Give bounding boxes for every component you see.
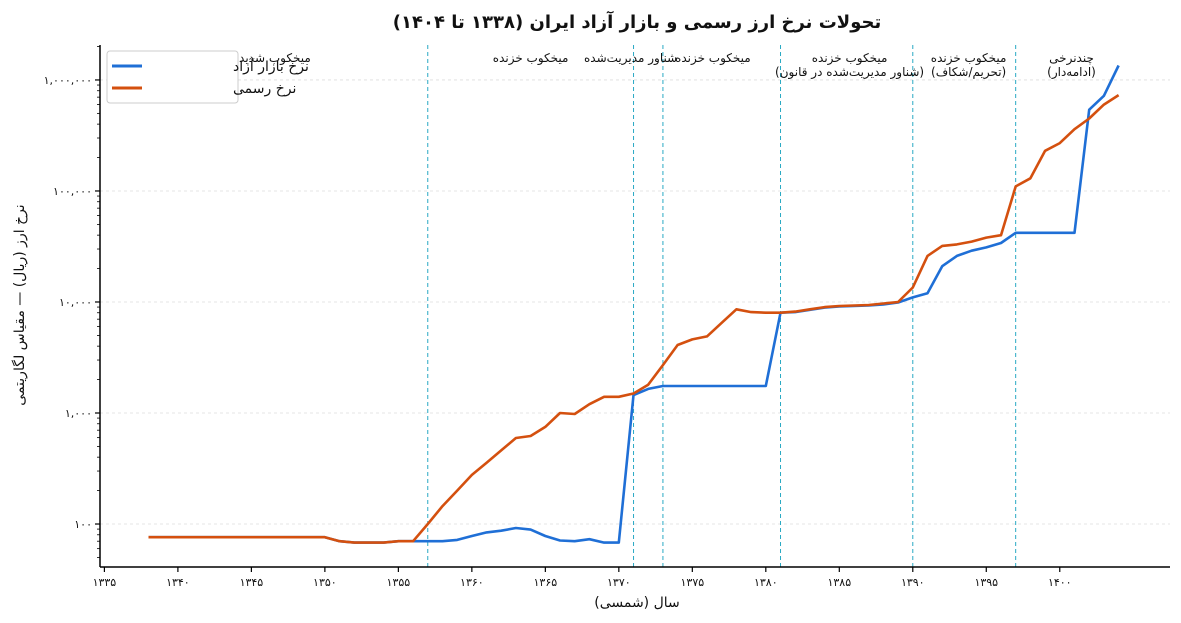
legend-label-official: نرخ رسمی [233, 81, 296, 97]
x-tick-label: ۱۳۸۰ [754, 576, 778, 589]
y-tick-label: ۱,۰۰۰,۰۰۰ [44, 74, 92, 87]
x-tick-label: ۱۳۳۵ [93, 576, 117, 589]
x-tick-label: ۱۳۸۵ [827, 576, 851, 589]
x-tick-label: ۱۳۹۰ [901, 576, 925, 589]
regime-annotation: میخکوب خزنده [493, 51, 569, 66]
x-tick-label: ۱۳۵۵ [387, 576, 411, 589]
regime-annotation: (شناور مدیریت‌شده در قانون) [775, 65, 924, 80]
x-tick-label: ۱۴۰۰ [1048, 576, 1072, 589]
y-tick-label: ۱۰۰,۰۰۰ [53, 185, 92, 198]
regime-annotation: میخکوب خزنده [675, 51, 751, 66]
chart-title: تحولات نرخ ارز رسمی و بازار آزاد ایران (… [393, 10, 881, 33]
x-tick-label: ۱۳۵۰ [313, 576, 337, 589]
legend: نرخ بازار آزاد نرخ رسمی [106, 50, 309, 104]
regime-annotation: (ادامه‌دار) [1047, 65, 1096, 80]
x-axis-label: سال (شمسی) [594, 595, 680, 611]
x-tick-label: ۱۳۶۵ [534, 576, 558, 589]
regime-annotation: چندنرخی [1049, 51, 1094, 66]
legend-box [106, 50, 239, 104]
regime-annotation: میخکوب خزنده [931, 51, 1007, 66]
regime-annotation: میخکوب شدید [239, 51, 311, 66]
official-rate-line [148, 94, 1120, 544]
y-tick-label: ۱۰,۰۰۰ [59, 296, 92, 309]
x-tick-label: ۱۳۶۰ [460, 576, 484, 589]
y-axis-label: نرخ ارز (ریال) — مقیاس لگاریتمی [11, 204, 28, 405]
x-tick-label: ۱۳۷۵ [681, 576, 705, 589]
y-tick-label: ۱۰۰ [74, 518, 92, 531]
x-tick-label: ۱۳۷۰ [607, 576, 631, 589]
y-tick-label: ۱,۰۰۰ [65, 407, 92, 420]
regime-annotation: شناور مدیریت‌شده [584, 51, 677, 66]
legend-label-free-market: نرخ بازار آزاد [233, 58, 309, 75]
x-tick-label: ۱۳۴۰ [166, 576, 190, 589]
x-tick-label: ۱۳۴۵ [240, 576, 264, 589]
regime-annotation: میخکوب خزنده [812, 51, 888, 66]
x-tick-label: ۱۳۹۵ [974, 576, 998, 589]
regime-annotation: (تحریم/شکاف) [931, 65, 1006, 80]
